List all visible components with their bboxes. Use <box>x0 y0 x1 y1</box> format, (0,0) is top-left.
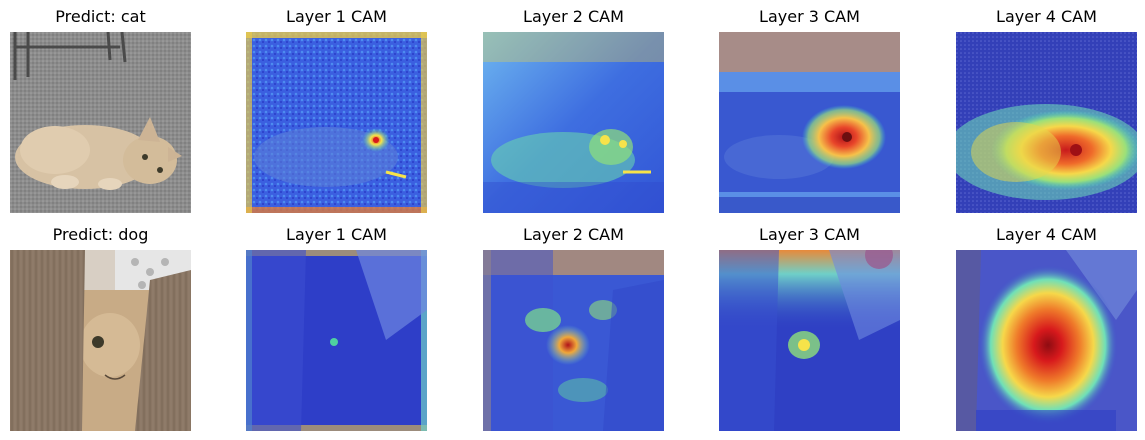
panel-title: Layer 3 CAM <box>759 225 860 244</box>
panel-layer3-cam-dog: Layer 3 CAM <box>719 226 900 431</box>
cam-heatmap-image <box>719 32 900 213</box>
cam-heatmap-image <box>956 250 1137 431</box>
cam-heatmap-image <box>719 250 900 431</box>
cam-heatmap-image <box>246 32 427 213</box>
panel-title: Layer 4 CAM <box>996 7 1097 26</box>
image-cat-lying <box>10 32 191 213</box>
panel-title: Layer 1 CAM <box>286 225 387 244</box>
panel-layer4-cam-cat: Layer 4 CAM <box>956 8 1137 213</box>
panel-title: Layer 3 CAM <box>759 7 860 26</box>
panel-title: Layer 2 CAM <box>523 7 624 26</box>
cam-heatmap-image <box>956 32 1137 213</box>
image-cat-peeking <box>10 250 191 431</box>
panel-layer2-cam-cat: Layer 2 CAM <box>483 8 664 213</box>
panel-title: Predict: dog <box>52 225 149 244</box>
panel-title: Predict: cat <box>55 7 146 26</box>
panel-title: Layer 1 CAM <box>286 7 387 26</box>
cam-heatmap-image <box>483 32 664 213</box>
panel-title: Layer 2 CAM <box>523 225 624 244</box>
panel-layer1-cam-dog: Layer 1 CAM <box>246 226 427 431</box>
panel-layer4-cam-dog: Layer 4 CAM <box>956 226 1137 431</box>
cam-heatmap-image <box>246 250 427 431</box>
panel-layer1-cam-cat: Layer 1 CAM <box>246 8 427 213</box>
cam-heatmap-image <box>483 250 664 431</box>
panel-layer2-cam-dog: Layer 2 CAM <box>483 226 664 431</box>
panel-layer3-cam-cat: Layer 3 CAM <box>719 8 900 213</box>
panel-original-cat: Predict: cat <box>10 8 191 213</box>
panel-title: Layer 4 CAM <box>996 225 1097 244</box>
panel-original-dog: Predict: dog <box>10 226 191 431</box>
